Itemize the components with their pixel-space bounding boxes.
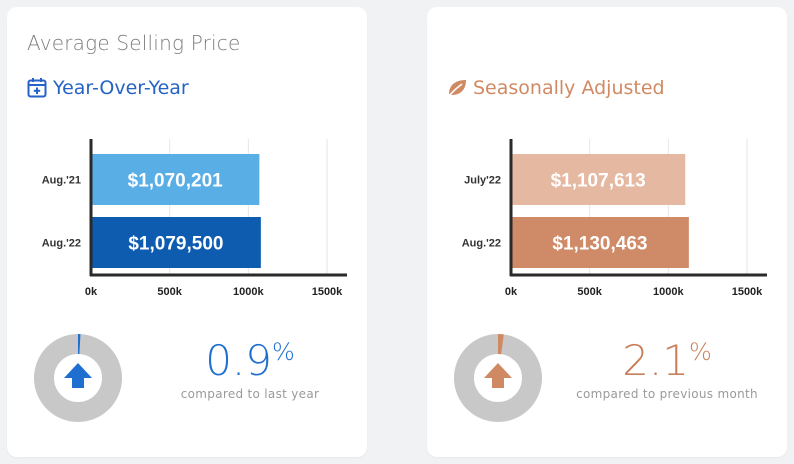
bar xyxy=(511,217,689,268)
tick-label: 1000k xyxy=(653,286,684,298)
category-label: July'22 xyxy=(464,175,501,187)
arrow-up-icon xyxy=(64,363,92,388)
tick-label: 0k xyxy=(85,286,98,298)
change-value: 0.9% xyxy=(150,337,350,385)
change-value: 2.1% xyxy=(567,337,767,385)
tick-label: 1000k xyxy=(233,286,264,298)
change-number: 0.9 xyxy=(205,336,272,385)
bar xyxy=(511,154,686,205)
change-donut xyxy=(33,333,123,423)
category-label: Aug.'22 xyxy=(42,238,81,250)
calendar-plus-icon xyxy=(27,77,47,99)
change-stat: 2.1% compared to previous month xyxy=(567,337,767,402)
category-label: Aug.'21 xyxy=(42,175,81,187)
year-over-year-card: Average Selling Price Year-Over-Year $1,… xyxy=(7,7,367,457)
leaf-icon xyxy=(447,77,467,99)
change-unit: % xyxy=(688,338,712,366)
chart-svg: $1,107,613 July'22 $1,130,463 Aug.'22 0k 500k… xyxy=(462,139,767,298)
subheading-label: Year-Over-Year xyxy=(53,77,189,99)
bar-value-label: $1,107,613 xyxy=(551,171,646,192)
bar-value-label: $1,070,201 xyxy=(128,171,224,192)
change-donut xyxy=(453,333,543,423)
subheading-year-over-year: Year-Over-Year xyxy=(27,77,189,99)
change-caption: compared to previous month xyxy=(576,387,758,401)
subheading-label: Seasonally Adjusted xyxy=(473,77,665,99)
category-label: Aug.'22 xyxy=(462,238,501,250)
bar xyxy=(91,217,261,268)
tick-label: 0k xyxy=(505,286,518,298)
bar-chart-year-over-year: $1,070,201 Aug.'21 $1,079,500 Aug.'22 0k 500k… xyxy=(7,137,367,307)
change-stat: 0.9% compared to last year xyxy=(150,337,350,402)
subheading-seasonally-adjusted: Seasonally Adjusted xyxy=(447,77,665,99)
bar-value-label: $1,079,500 xyxy=(128,234,223,255)
tick-label: 1500k xyxy=(732,286,763,298)
change-number: 2.1 xyxy=(622,336,689,385)
tick-label: 500k xyxy=(157,286,182,298)
arrow-up-icon xyxy=(484,363,512,388)
page-title: Average Selling Price xyxy=(27,31,241,55)
change-unit: % xyxy=(271,338,295,366)
tick-label: 500k xyxy=(577,286,602,298)
bar-chart-seasonally-adjusted: $1,107,613 July'22 $1,130,463 Aug.'22 0k 500k… xyxy=(427,137,787,307)
bar-value-label: $1,130,463 xyxy=(552,234,647,255)
bar xyxy=(91,154,260,205)
change-caption: compared to last year xyxy=(180,387,320,401)
tick-label: 1500k xyxy=(312,286,343,298)
seasonally-adjusted-card: Seasonally Adjusted $1,107,613 July'22 $1,… xyxy=(427,7,787,457)
chart-svg: $1,070,201 Aug.'21 $1,079,500 Aug.'22 0k 500k… xyxy=(42,139,347,298)
